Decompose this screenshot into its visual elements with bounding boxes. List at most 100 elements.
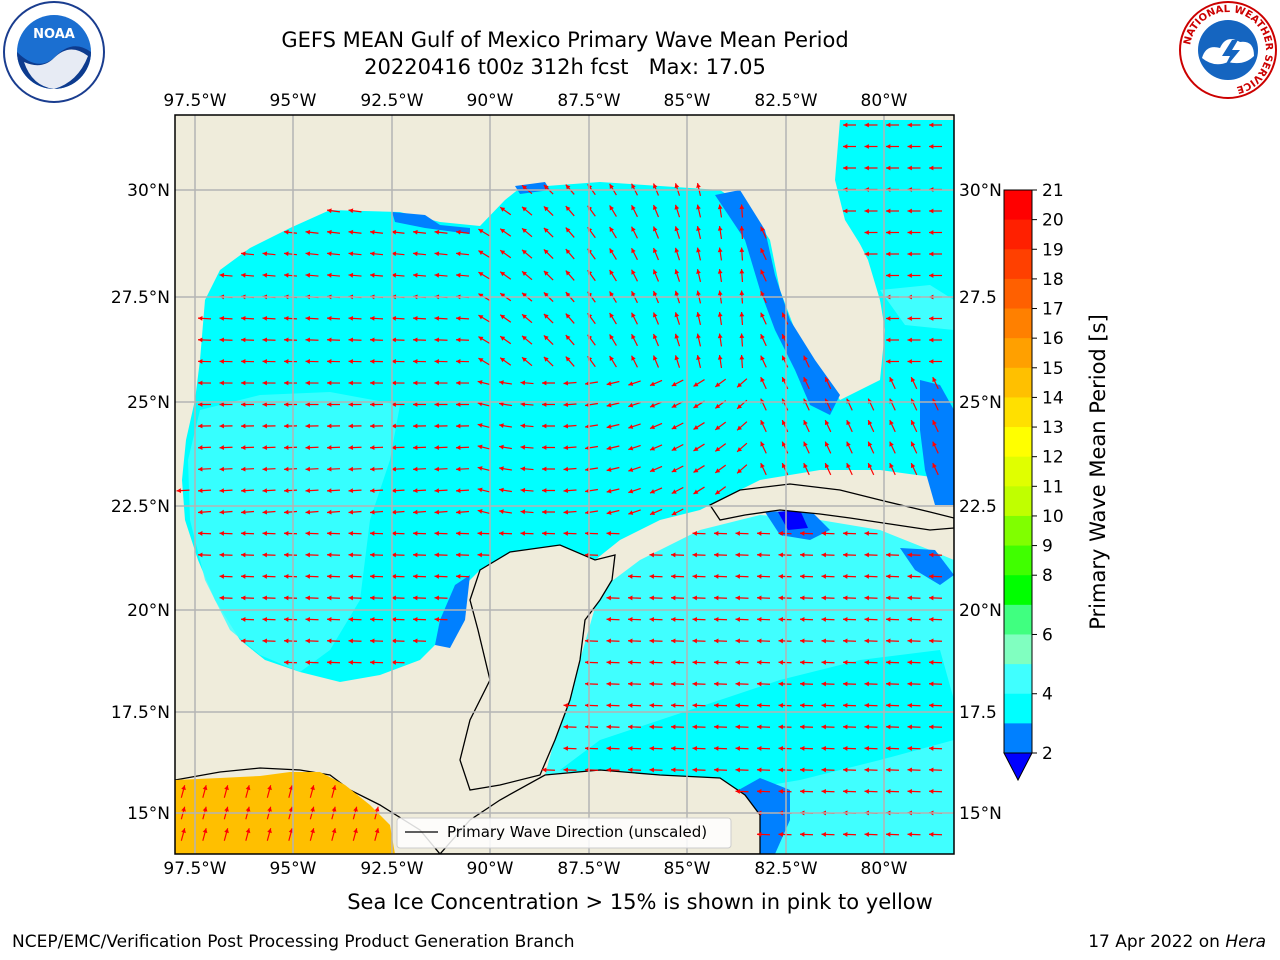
- wave-arrow: [543, 356, 554, 367]
- wave-arrow: [781, 376, 789, 390]
- wave-arrow: [778, 832, 792, 837]
- wave-arrow: [885, 832, 900, 837]
- wave-arrow: [910, 441, 918, 454]
- lat-label-left: 17.5°N: [111, 703, 170, 723]
- wave-arrow: [843, 144, 856, 149]
- map-legend: Primary Wave Direction (unscaled): [396, 817, 732, 849]
- wave-arrow: [305, 660, 319, 665]
- wave-arrow: [756, 531, 771, 536]
- wave-arrow: [696, 333, 702, 347]
- wave-arrow: [240, 531, 255, 536]
- footer-organization: NCEP/EMC/Verification Post Processing Pr…: [12, 932, 575, 952]
- wave-arrow: [756, 638, 771, 644]
- wave-arrow: [652, 269, 660, 282]
- wave-arrow: [628, 444, 641, 451]
- wave-arrow: [283, 423, 298, 429]
- wave-arrow: [932, 462, 939, 476]
- map-frame: [174, 114, 955, 855]
- wave-arrow: [649, 681, 663, 687]
- wave-arrow: [520, 509, 534, 515]
- wave-arrow: [326, 315, 341, 321]
- wave-arrow: [565, 205, 575, 217]
- wave-arrow: [478, 357, 490, 366]
- wave-arrow: [283, 552, 298, 558]
- wave-arrow: [563, 703, 577, 708]
- wave-arrow: [756, 595, 771, 601]
- wave-arrow: [374, 828, 380, 841]
- wave-arrow: [932, 376, 939, 390]
- wave-arrow: [693, 422, 705, 430]
- wave-arrow: [739, 204, 745, 218]
- wave-arrow: [326, 272, 341, 278]
- wave-arrow: [889, 462, 896, 476]
- wave-arrow: [885, 617, 900, 622]
- wave-arrow: [864, 703, 878, 708]
- wave-arrow: [907, 165, 921, 171]
- lat-label-left: 15°N: [127, 804, 170, 824]
- wave-arrow: [885, 574, 900, 579]
- wave-arrow: [821, 789, 835, 794]
- wave-arrow: [521, 227, 533, 238]
- wave-arrow: [283, 509, 298, 515]
- colorbar: 21 20 19 18 17 16 15 14 13 12 11 10 9 8 6 4 2: [1003, 181, 1064, 782]
- wave-arrow: [305, 251, 319, 257]
- wave-arrow: [713, 531, 728, 536]
- wave-arrow: [735, 531, 749, 536]
- colorbar-tick-label: 11: [1042, 477, 1064, 497]
- colorbar-segment: [1004, 693, 1032, 724]
- wave-arrow: [434, 315, 448, 321]
- wave-arrow: [821, 638, 835, 644]
- wave-arrow: [671, 465, 684, 473]
- wave-arrow: [842, 574, 857, 579]
- wave-arrow: [803, 376, 810, 390]
- lat-label-right: 27.5: [959, 288, 997, 308]
- shelf-cuba-east: [900, 548, 954, 585]
- wave-arrow: [412, 531, 427, 536]
- wave-arrow: [735, 681, 749, 687]
- wave-arrow: [477, 531, 491, 536]
- wave-arrow: [649, 617, 663, 622]
- wave-arrow: [606, 423, 620, 429]
- colorbar-segment: [1004, 338, 1032, 369]
- wave-arrow: [670, 552, 685, 558]
- lon-label-top: 97.5°W: [163, 91, 226, 111]
- wave-arrow: [565, 270, 575, 281]
- wave-arrow: [628, 401, 641, 408]
- wave-arrow: [348, 272, 362, 278]
- wave-arrow: [714, 443, 727, 452]
- wave-arrow: [756, 681, 771, 687]
- wave-arrow: [885, 789, 900, 794]
- wave-arrow: [369, 595, 384, 601]
- lon-label-bottom: 87.5°W: [557, 859, 620, 879]
- wave-arrow: [283, 531, 298, 536]
- wave-arrow: [543, 249, 554, 259]
- wave-arrow: [799, 832, 814, 837]
- cuba-land: [709, 483, 954, 531]
- lon-label-bottom: 95°W: [270, 859, 317, 879]
- wave-arrow: [842, 681, 857, 687]
- shelf-florida-west: [715, 190, 840, 415]
- wave-arrow: [928, 746, 943, 751]
- wave-arrow: [455, 359, 470, 364]
- wave-arrow: [283, 315, 298, 321]
- wave-arrow: [821, 531, 835, 536]
- shelf-mississippi: [515, 182, 550, 194]
- wave-arrow: [499, 314, 512, 323]
- wave-arrow: [631, 333, 638, 347]
- wave-arrow: [219, 552, 233, 558]
- wave-arrow: [352, 828, 358, 841]
- wave-arrow: [778, 595, 792, 601]
- wave-arrow: [197, 509, 212, 515]
- wave-arrow: [885, 638, 900, 644]
- wave-arrow: [541, 767, 556, 773]
- wave-arrow: [391, 660, 405, 665]
- wave-arrow: [824, 376, 832, 390]
- wave-arrow: [219, 466, 233, 472]
- wave-arrow: [541, 445, 556, 450]
- wave-arrow: [778, 789, 792, 794]
- lon-label-bottom: 85°W: [664, 859, 711, 879]
- wave-arrow: [713, 724, 728, 730]
- wave-arrow: [391, 445, 405, 450]
- wave-arrow: [606, 595, 620, 601]
- wave-arrow: [781, 312, 789, 325]
